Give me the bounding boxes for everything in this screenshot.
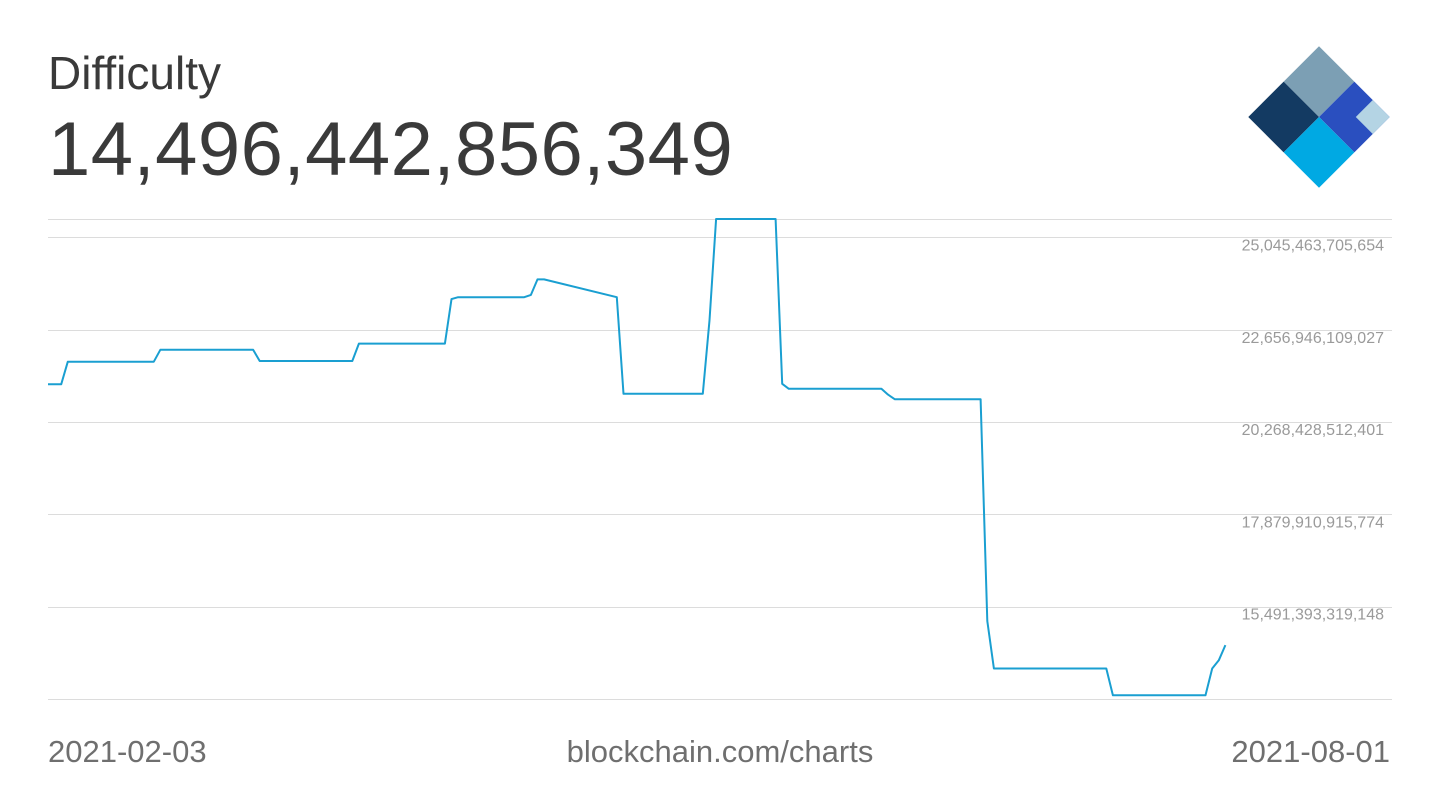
logo-left-block bbox=[1248, 81, 1319, 153]
current-value: 14,496,442,856,349 bbox=[48, 107, 734, 192]
y-tick-labels: 25,045,463,705,654 22,656,946,109,027 20,2… bbox=[1242, 237, 1384, 623]
y-tick-label: 22,656,946,109,027 bbox=[1242, 330, 1384, 347]
y-tick-label: 20,268,428,512,401 bbox=[1242, 422, 1384, 439]
grid-lines bbox=[48, 219, 1392, 700]
difficulty-series-line bbox=[48, 218, 1227, 697]
chart-title: Difficulty bbox=[48, 47, 221, 99]
logo-corner-block bbox=[1355, 100, 1390, 134]
end-date-label: 2021-08-01 bbox=[1231, 734, 1390, 769]
source-link[interactable]: blockchain.com/charts bbox=[566, 734, 874, 769]
y-tick-label: 15,491,393,319,148 bbox=[1242, 607, 1384, 624]
y-tick-label: 25,045,463,705,654 bbox=[1242, 237, 1384, 254]
logo-bottom-block bbox=[1283, 117, 1355, 188]
logo-top-block bbox=[1283, 46, 1355, 117]
start-date-label: 2021-02-03 bbox=[48, 734, 207, 769]
blockchain-logo-icon bbox=[1248, 46, 1390, 188]
y-tick-label: 17,879,910,915,774 bbox=[1242, 514, 1384, 531]
